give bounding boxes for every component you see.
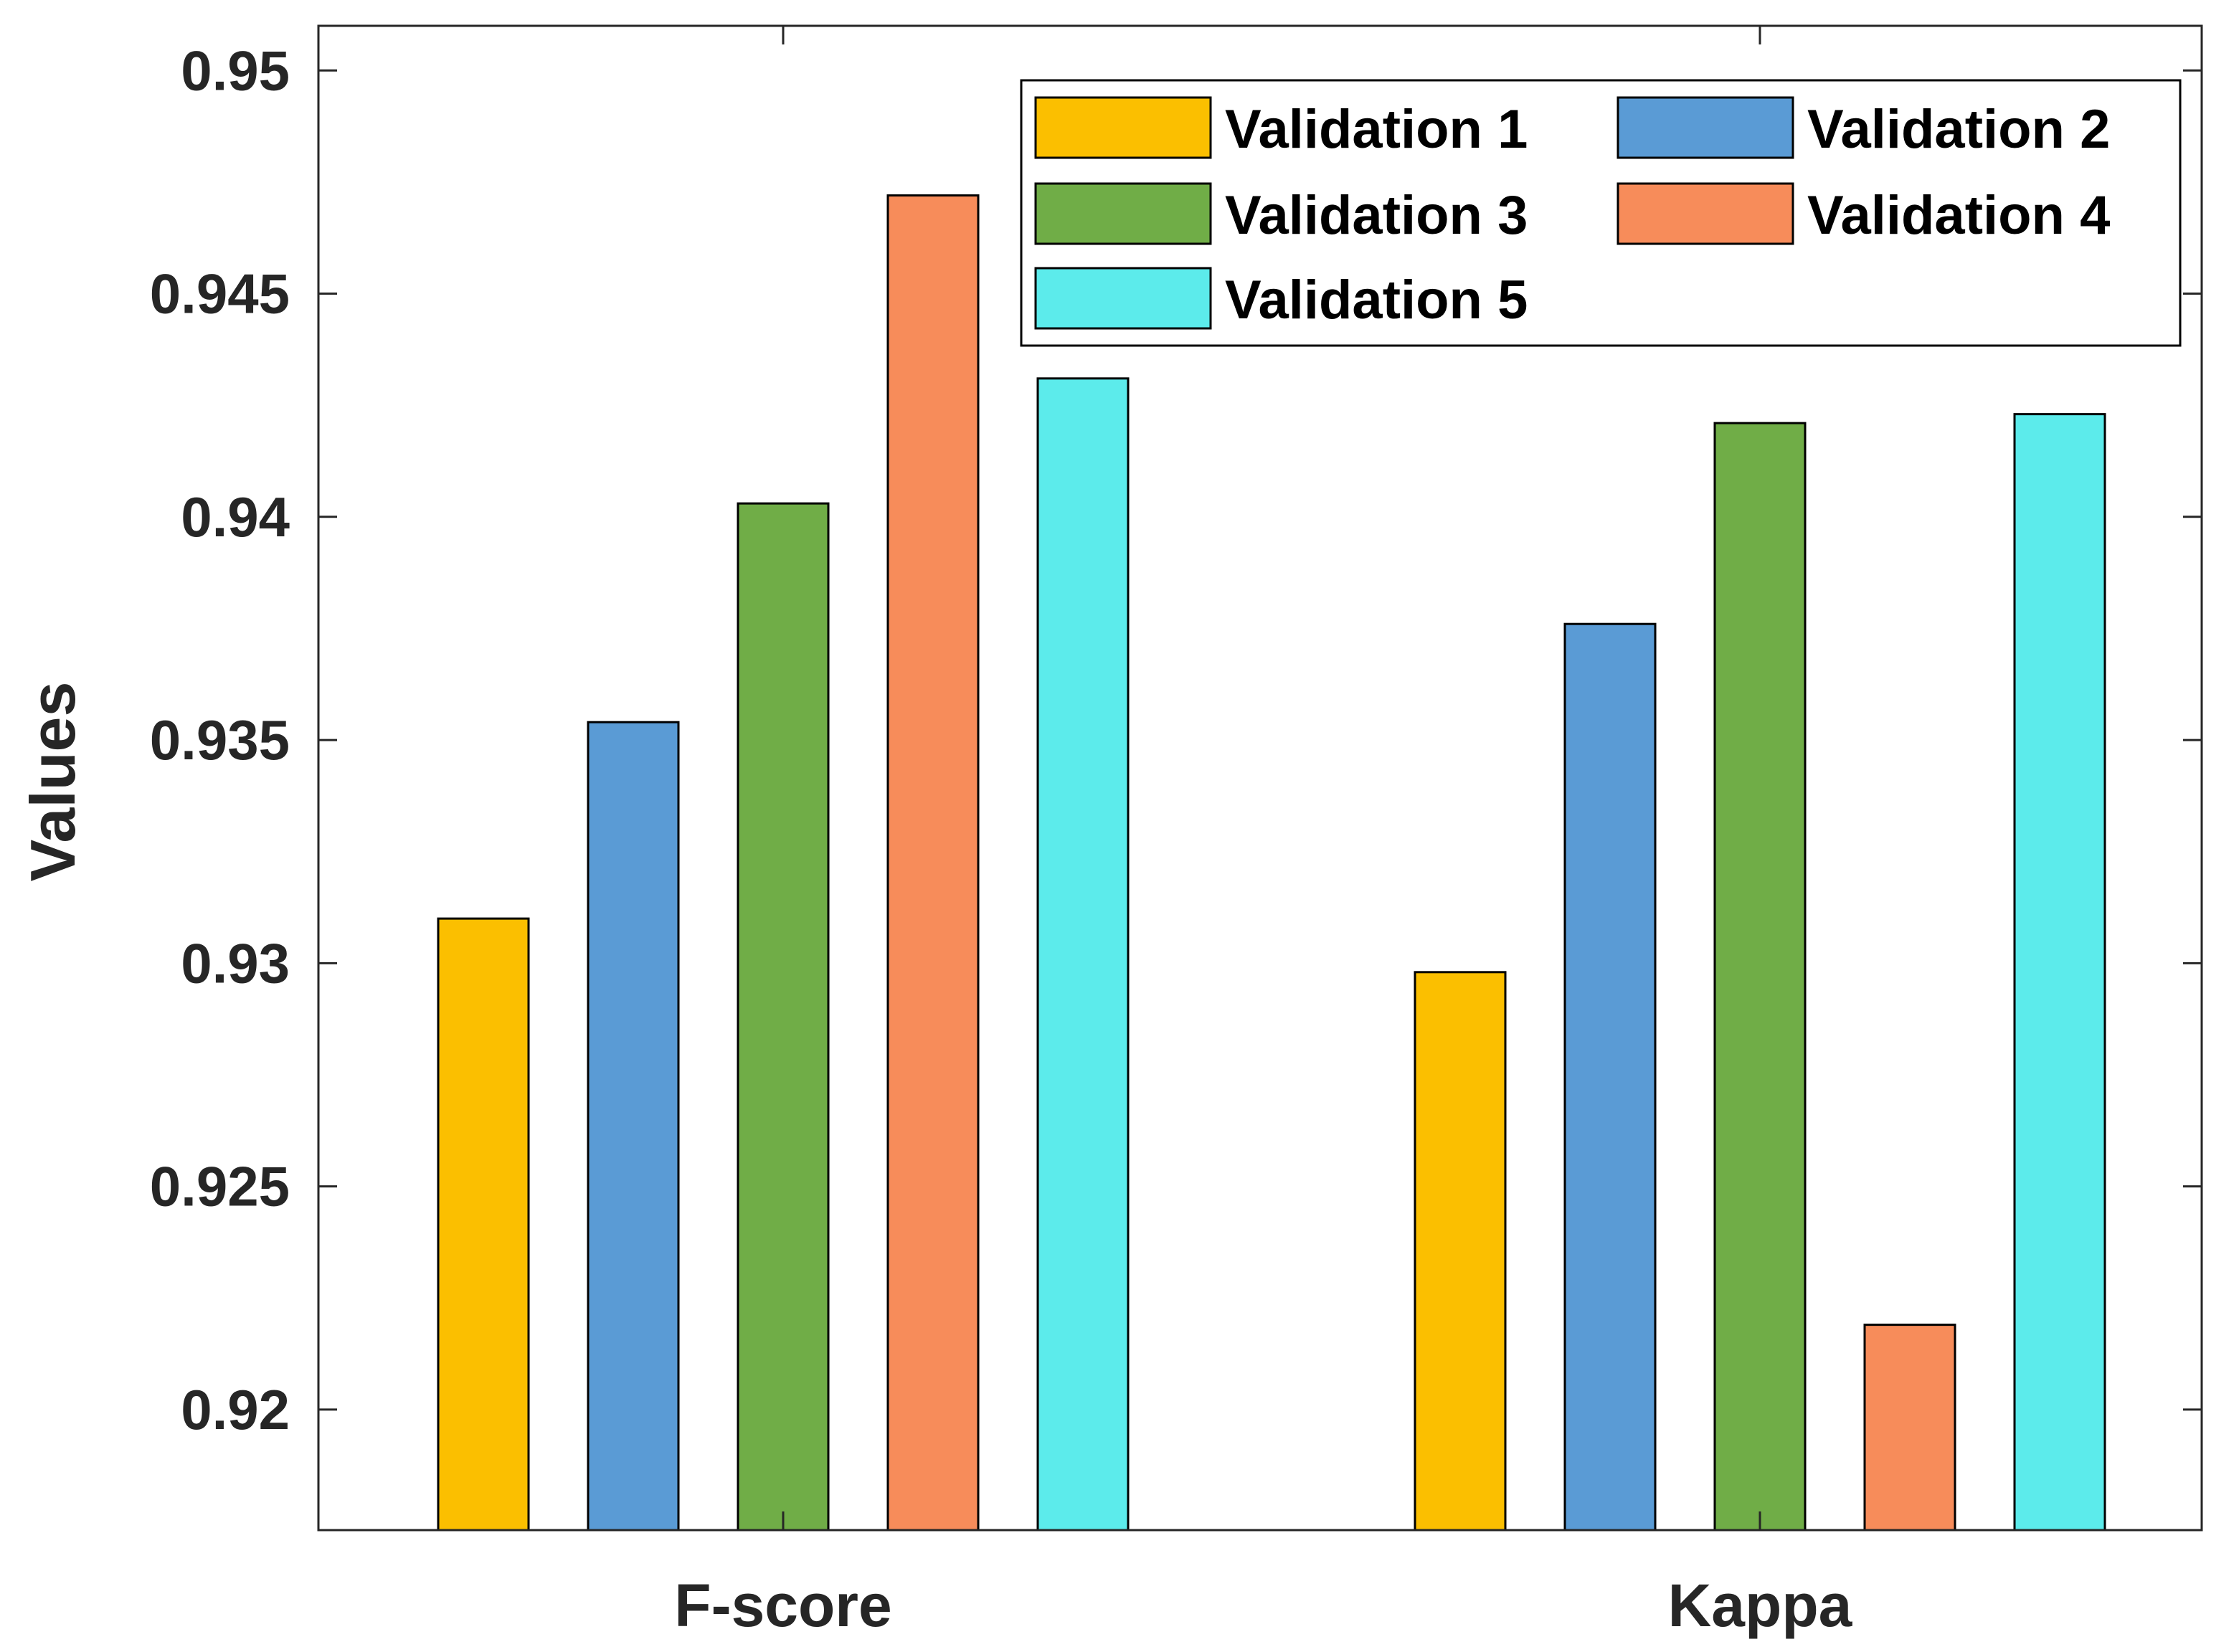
legend: Validation 1 Validation 2 Validation 3 Vali… (1020, 79, 2182, 347)
y-tick-label: 0.925 (150, 1155, 290, 1218)
bar-validation-5-kappa (2013, 413, 2106, 1532)
x-category-label: Kappa (1668, 1572, 1853, 1639)
bar-validation-3-kappa (1713, 422, 1807, 1532)
bar-validation-4-kappa (1863, 1324, 1956, 1532)
legend-swatch (1616, 182, 1794, 245)
legend-box (1020, 79, 2182, 347)
bar-validation-1-fscore (437, 917, 530, 1532)
x-axis: F-score Kappa (674, 26, 1853, 1639)
legend-label: Validation 2 (1807, 99, 2110, 160)
y-tick-label: 0.945 (150, 262, 290, 326)
bar-validation-5-fscore (1036, 377, 1130, 1532)
y-tick-label: 0.95 (181, 39, 290, 102)
bar-validation-3-fscore (737, 502, 830, 1532)
legend-label: Validation 4 (1807, 185, 2110, 246)
legend-swatch (1034, 267, 1212, 330)
y-tick-label: 0.94 (181, 485, 290, 549)
legend-label: Validation 1 (1225, 99, 1528, 160)
y-axis-label: Values (17, 682, 88, 882)
bars-group (437, 194, 2106, 1532)
legend-swatch (1034, 96, 1212, 159)
bar-validation-2-kappa (1563, 622, 1657, 1532)
y-tick-label: 0.93 (181, 931, 290, 994)
y-tick-label: 0.935 (150, 708, 290, 772)
x-category-label: F-score (674, 1572, 891, 1639)
axes-box (317, 24, 2203, 1532)
y-axis: 0.92 0.925 0.93 0.935 0.94 0.945 0.95 (150, 39, 2202, 1441)
legend-label: Validation 3 (1225, 185, 1528, 246)
legend-label: Validation 5 (1225, 270, 1528, 331)
legend-swatch (1616, 96, 1794, 159)
bar-validation-1-kappa (1414, 971, 1507, 1532)
bar-validation-2-fscore (587, 721, 680, 1532)
legend-swatch (1034, 182, 1212, 245)
bar-validation-4-fscore (886, 194, 980, 1532)
y-tick-label: 0.92 (181, 1378, 290, 1441)
